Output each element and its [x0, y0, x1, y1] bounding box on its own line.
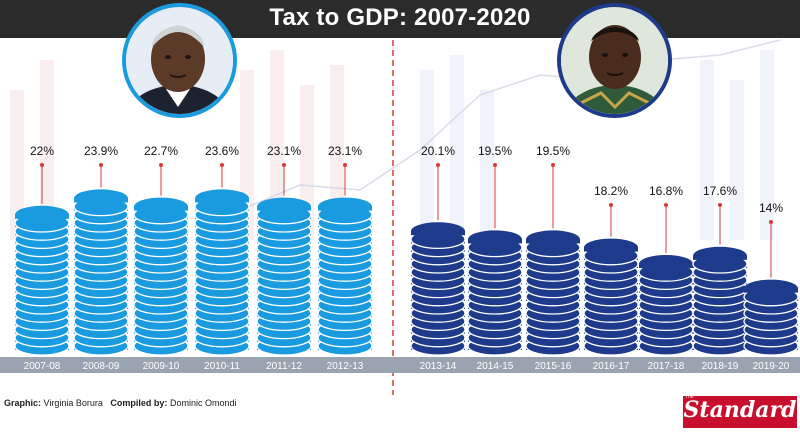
coin-stack-bar: [692, 246, 748, 356]
x-tick-label: 2009-10: [143, 361, 180, 372]
category-axis-band: [0, 357, 800, 373]
coin-stack-bar: [583, 238, 639, 356]
graphic-name: Virginia Borura: [43, 398, 103, 408]
coin-stack-bar: [410, 222, 466, 356]
credits: Graphic: Virginia Borura Compiled by: Do…: [4, 398, 236, 408]
background-trendline: [239, 39, 781, 211]
background-bars-right: [420, 50, 774, 240]
value-pin-dot: [551, 163, 555, 167]
data-label: 14%: [759, 201, 783, 215]
portrait-illustration: [561, 7, 668, 114]
coin-stack-bar: [133, 197, 189, 356]
x-tick-label: 2016-17: [593, 361, 630, 372]
value-pin-dot: [664, 203, 668, 207]
title-bar: Tax to GDP: 2007-2020: [0, 0, 800, 38]
right-portrait-avatar: [557, 3, 672, 118]
data-label: 19.5%: [478, 144, 512, 158]
logo-sub: The: [685, 394, 694, 400]
x-tick-label: 2013-14: [420, 361, 457, 372]
compiled-name: Dominic Omondi: [169, 398, 237, 408]
coin-stack-bar: [467, 230, 523, 356]
data-label: 23.6%: [205, 144, 239, 158]
x-tick-label: 2011-12: [266, 361, 302, 372]
data-label: 23.1%: [328, 144, 362, 158]
value-pin-dot: [343, 163, 347, 167]
left-portrait-avatar: [122, 3, 237, 118]
value-pin-dot: [282, 163, 286, 167]
data-label: 22.7%: [144, 144, 178, 158]
coin-stack-bar: [256, 197, 312, 356]
value-pin-dot: [493, 163, 497, 167]
data-label: 20.1%: [421, 144, 455, 158]
coin-stack-bar: [743, 279, 799, 356]
coin-stack-bar: [638, 255, 694, 356]
coin-stack-bar: [194, 189, 250, 356]
value-pin-dot: [769, 220, 773, 224]
data-label: 19.5%: [536, 144, 570, 158]
tax-chart: 22% 2007-08 23.9% 2008-09 22.7% 2009-10 23.6% 2…: [0, 144, 800, 373]
x-tick-label: 2019-20: [753, 361, 790, 372]
coin-stack-bar: [73, 189, 129, 356]
value-pin-dot: [718, 203, 722, 207]
value-pin-dot: [436, 163, 440, 167]
value-pin-dot: [40, 163, 44, 167]
coin-stack-bar: [317, 197, 373, 356]
data-label: 23.9%: [84, 144, 118, 158]
x-tick-label: 2015-16: [535, 361, 572, 372]
portrait-illustration: [126, 7, 233, 114]
chart-title: Tax to GDP: 2007-2020: [269, 4, 531, 31]
compiled-label: Compiled by:: [110, 398, 168, 408]
value-pin-dot: [159, 163, 163, 167]
x-tick-label: 2018-19: [702, 361, 739, 372]
coin-stack-bar: [14, 205, 70, 356]
x-tick-label: 2007-08: [24, 361, 61, 372]
data-label: 16.8%: [649, 184, 683, 198]
coin-stack-bar: [525, 230, 581, 356]
value-pin-dot: [609, 203, 613, 207]
data-label: 22%: [30, 144, 54, 158]
x-tick-label: 2012-13: [327, 361, 364, 372]
value-pin-dot: [99, 163, 103, 167]
value-pin-dot: [220, 163, 224, 167]
x-tick-label: 2008-09: [83, 361, 120, 372]
x-tick-label: 2014-15: [477, 361, 514, 372]
data-label: 17.6%: [703, 184, 737, 198]
graphic-label: Graphic:: [4, 398, 42, 408]
x-tick-label: 2010-11: [204, 361, 240, 372]
logo-text: Standard: [683, 397, 797, 423]
standard-logo: The Standard: [683, 394, 797, 428]
data-label: 18.2%: [594, 184, 628, 198]
x-tick-label: 2017-18: [648, 361, 685, 372]
data-label: 23.1%: [267, 144, 301, 158]
